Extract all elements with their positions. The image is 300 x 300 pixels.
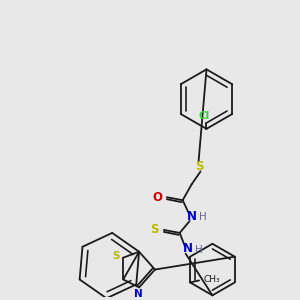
Text: N: N bbox=[183, 242, 193, 255]
Text: H: H bbox=[195, 245, 203, 255]
Text: N: N bbox=[134, 289, 142, 299]
Text: O: O bbox=[152, 191, 162, 204]
Text: S: S bbox=[150, 224, 158, 236]
Text: N: N bbox=[187, 209, 196, 223]
Text: Cl: Cl bbox=[199, 111, 210, 121]
Text: CH₃: CH₃ bbox=[204, 275, 220, 284]
Text: S: S bbox=[112, 251, 120, 261]
Text: S: S bbox=[195, 160, 204, 173]
Text: H: H bbox=[199, 212, 206, 222]
